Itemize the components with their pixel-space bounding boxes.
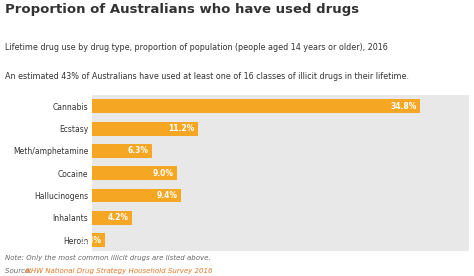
- Text: 9.4%: 9.4%: [156, 191, 177, 200]
- Text: Note: Only the most common illicit drugs are listed above.: Note: Only the most common illicit drugs…: [5, 255, 210, 261]
- Text: 11.2%: 11.2%: [168, 124, 194, 133]
- Text: 6.3%: 6.3%: [127, 146, 148, 155]
- Text: Proportion of Australians who have used drugs: Proportion of Australians who have used …: [5, 3, 359, 16]
- Bar: [92, 189, 181, 202]
- Text: 9.0%: 9.0%: [153, 169, 173, 178]
- Bar: [92, 95, 469, 118]
- Text: An estimated 43% of Australians have used at least one of 16 classes of illicit : An estimated 43% of Australians have use…: [5, 72, 409, 81]
- Bar: [92, 118, 469, 140]
- Bar: [92, 99, 420, 113]
- Bar: [92, 207, 469, 229]
- Text: 34.8%: 34.8%: [390, 102, 417, 111]
- Bar: [92, 184, 469, 207]
- Bar: [92, 140, 469, 162]
- Text: AIHW National Drug Strategy Household Survey 2016: AIHW National Drug Strategy Household Su…: [25, 268, 213, 274]
- Bar: [92, 211, 132, 225]
- Bar: [92, 229, 469, 251]
- Text: Lifetime drug use by drug type, proportion of population (people aged 14 years o: Lifetime drug use by drug type, proporti…: [5, 43, 387, 52]
- Text: 1.3%: 1.3%: [80, 235, 101, 245]
- Bar: [92, 122, 198, 136]
- Text: 4.2%: 4.2%: [107, 213, 128, 222]
- Bar: [92, 233, 105, 247]
- Bar: [92, 144, 152, 158]
- Bar: [92, 166, 177, 180]
- Bar: [92, 162, 469, 184]
- Text: Source:: Source:: [5, 268, 34, 274]
